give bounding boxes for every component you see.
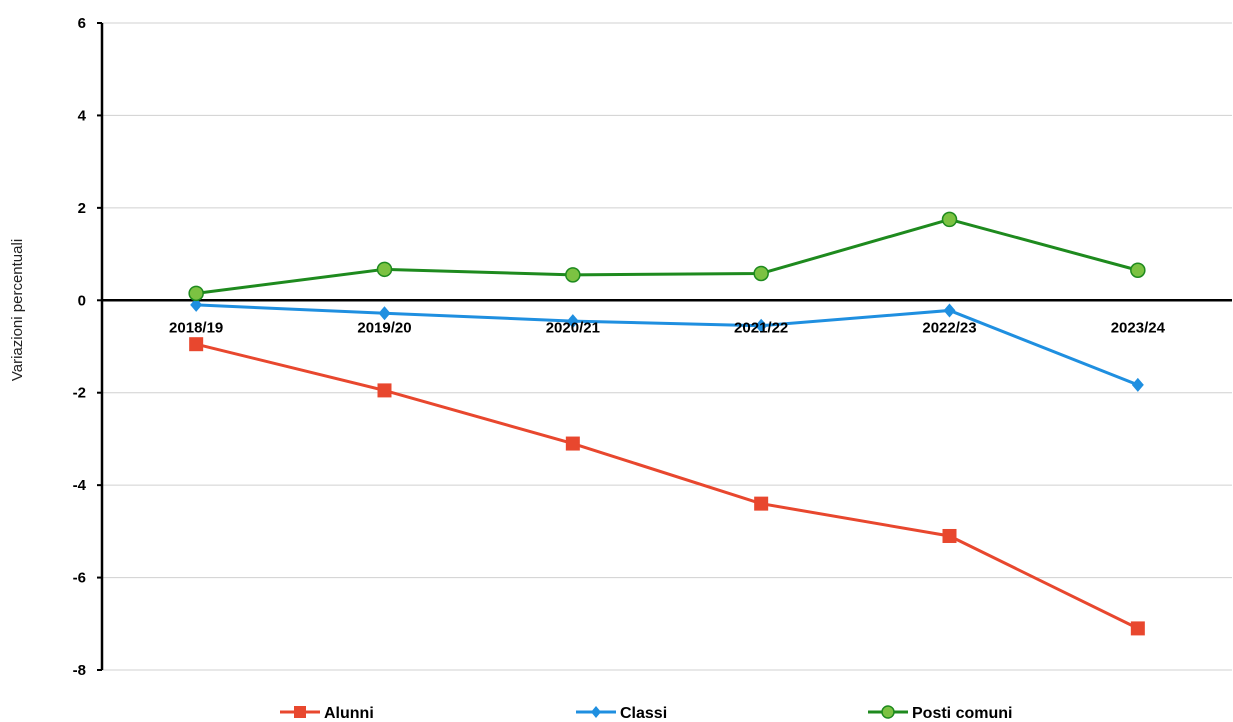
data-point — [1130, 621, 1145, 636]
legend-label: Alunni — [324, 705, 374, 722]
legend-marker — [294, 706, 306, 718]
x-category-label: 2020/21 — [546, 319, 600, 336]
data-point — [376, 261, 393, 278]
data-point — [1131, 377, 1144, 392]
x-category-label: 2022/23 — [922, 319, 976, 336]
series-lines — [188, 211, 1146, 636]
legend-label: Posti comuni — [912, 705, 1012, 722]
y-tick-label: 0 — [78, 292, 86, 309]
y-axis-title: Variazioni percentuali — [9, 239, 26, 381]
series-line — [196, 303, 1139, 387]
data-point — [1130, 262, 1146, 278]
y-tick-label: -2 — [73, 385, 86, 402]
axis-labels: -8 -6 -4 -2 0 2 4 6 2018/19 2019/20 2020/21 2021/22… — [73, 15, 1166, 679]
x-category-label: 2018/19 — [169, 319, 223, 336]
y-tick-label: 4 — [78, 107, 87, 124]
data-point — [942, 528, 957, 543]
gridlines — [102, 22, 1232, 671]
legend: Alunni Classi Posti comuni — [280, 705, 1012, 722]
y-tick-label: 2 — [78, 200, 86, 217]
data-point — [565, 436, 580, 451]
y-tick-label: 6 — [78, 15, 86, 32]
data-point — [188, 285, 204, 302]
y-tick-label: -4 — [73, 477, 87, 494]
data-point — [378, 306, 391, 321]
x-category-label: 2023/24 — [1111, 319, 1166, 336]
data-point — [190, 297, 203, 312]
series-line — [195, 217, 1139, 295]
axes — [97, 22, 1232, 671]
data-point — [753, 265, 769, 282]
series-posti-comuni — [188, 211, 1146, 302]
data-point — [566, 314, 579, 329]
data-point — [565, 267, 581, 283]
data-point — [943, 303, 956, 318]
legend-marker — [591, 706, 601, 718]
data-point — [754, 496, 769, 511]
x-category-label: 2021/22 — [734, 319, 788, 336]
legend-marker — [881, 705, 895, 719]
data-point — [377, 383, 392, 398]
data-point — [941, 211, 958, 228]
legend-label: Classi — [620, 705, 667, 722]
series-line — [195, 342, 1139, 630]
data-point — [755, 318, 768, 333]
y-tick-label: -6 — [73, 570, 86, 587]
data-point — [189, 337, 204, 352]
y-tick-label: -8 — [73, 662, 86, 679]
legend-item: Posti comuni — [868, 705, 1012, 722]
series-alunni — [189, 337, 1145, 636]
legend-item: Alunni — [280, 705, 374, 722]
legend-item: Classi — [576, 705, 667, 722]
x-category-label: 2019/20 — [357, 319, 411, 336]
series-classi — [190, 297, 1144, 392]
